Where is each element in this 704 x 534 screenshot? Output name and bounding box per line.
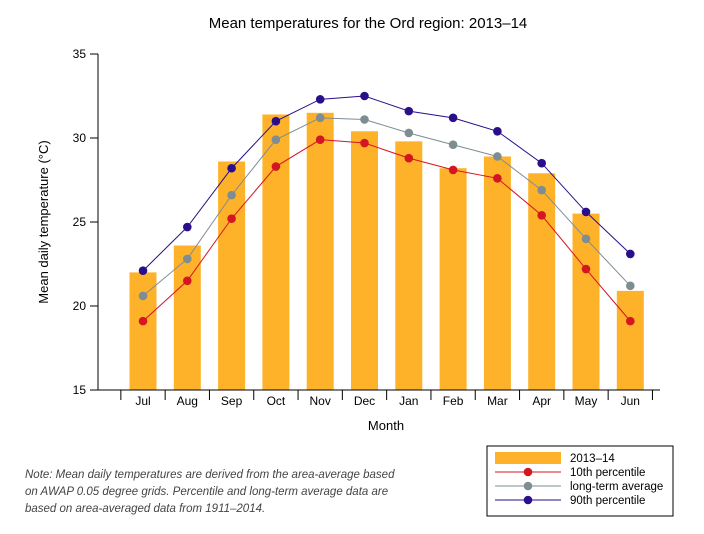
series-line-10th-percentile bbox=[142, 139, 631, 322]
legend-label-10th-percentile: 10th percentile bbox=[570, 467, 645, 479]
bar-jul bbox=[129, 272, 157, 390]
point-90th-percentile-mar bbox=[493, 126, 502, 136]
point-long-term-average-jun bbox=[626, 281, 635, 291]
bar-jan bbox=[395, 141, 423, 390]
point-90th-percentile-may bbox=[581, 207, 591, 217]
point-10th-percentile-may bbox=[581, 264, 591, 274]
point-90th-percentile-sep bbox=[227, 163, 236, 173]
point-10th-percentile-dec bbox=[360, 138, 369, 148]
legend-marker-10th-percentile bbox=[523, 467, 533, 477]
bar-feb bbox=[439, 168, 467, 390]
point-90th-percentile-aug bbox=[183, 222, 192, 232]
legend-label-90th-percentile: 90th percentile bbox=[570, 495, 645, 507]
series-layer bbox=[138, 91, 635, 326]
point-long-term-average-aug bbox=[183, 254, 192, 264]
x-tick-label-may: May bbox=[575, 394, 598, 408]
x-tick-label-nov: Nov bbox=[310, 394, 331, 408]
y-tick-label-20: 20 bbox=[73, 299, 87, 313]
point-long-term-average-dec bbox=[360, 115, 369, 124]
point-10th-percentile-sep bbox=[227, 214, 236, 223]
bar-aug bbox=[173, 245, 201, 390]
point-10th-percentile-nov bbox=[315, 135, 325, 144]
point-long-term-average-jan bbox=[404, 128, 414, 138]
bar-oct bbox=[262, 114, 290, 390]
chart-note: Note: Mean daily temperatures are derive… bbox=[25, 469, 395, 515]
bars-layer bbox=[129, 112, 644, 391]
point-10th-percentile-apr bbox=[537, 210, 546, 220]
x-tick-label-jan: Jan bbox=[399, 394, 418, 408]
y-tick-label-30: 30 bbox=[73, 131, 87, 145]
x-tick-label-feb: Feb bbox=[443, 394, 464, 408]
legend-label-2013-14: 2013–14 bbox=[570, 453, 615, 465]
point-long-term-average-jul bbox=[138, 291, 148, 301]
bar-apr bbox=[528, 173, 556, 390]
point-10th-percentile-jun bbox=[626, 316, 635, 326]
x-tick-label-aug: Aug bbox=[177, 394, 198, 408]
x-tick-label-jul: Jul bbox=[135, 394, 150, 408]
x-tick-label-dec: Dec bbox=[354, 394, 375, 408]
point-10th-percentile-feb bbox=[448, 165, 458, 175]
series-line-90th-percentile bbox=[142, 95, 631, 272]
bar-jun bbox=[616, 290, 644, 390]
x-tick-label-apr: Apr bbox=[532, 394, 551, 408]
point-10th-percentile-jul bbox=[138, 316, 148, 326]
bar-dec bbox=[351, 131, 378, 390]
point-90th-percentile-feb bbox=[448, 113, 458, 123]
point-long-term-average-sep bbox=[227, 190, 236, 200]
bar-sep bbox=[218, 161, 246, 390]
point-90th-percentile-jun bbox=[626, 249, 635, 259]
x-tick-label-mar: Mar bbox=[487, 394, 508, 408]
y-tick-label-35: 35 bbox=[73, 47, 87, 61]
x-tick-label-sep: Sep bbox=[221, 394, 243, 408]
point-90th-percentile-apr bbox=[537, 158, 546, 168]
y-axis-title: Mean daily temperature (°C) bbox=[36, 140, 51, 303]
point-long-term-average-mar bbox=[493, 152, 502, 161]
point-90th-percentile-jul bbox=[138, 266, 148, 276]
y-tick-label-25: 25 bbox=[73, 215, 87, 229]
point-long-term-average-nov bbox=[315, 113, 325, 123]
series-line-long-term-average bbox=[142, 117, 631, 297]
legend-marker-long-term-average bbox=[523, 481, 533, 491]
x-tick-label-oct: Oct bbox=[267, 394, 286, 408]
point-90th-percentile-nov bbox=[315, 95, 325, 104]
y-tick-label-15: 15 bbox=[73, 383, 87, 397]
point-90th-percentile-jan bbox=[404, 106, 414, 116]
point-10th-percentile-oct bbox=[271, 162, 281, 171]
point-10th-percentile-jan bbox=[404, 153, 414, 163]
axes-layer: 15 20 25 30 35 Jul Aug Sep Oct Nov Dec Jan Feb Mar Apr… bbox=[73, 47, 660, 408]
bar-mar bbox=[483, 156, 511, 390]
point-long-term-average-may bbox=[581, 234, 591, 244]
point-90th-percentile-dec bbox=[360, 91, 369, 101]
chart-title: Mean temperatures for the Ord region: 20… bbox=[209, 15, 528, 32]
legend-swatch-2013-14 bbox=[495, 452, 561, 464]
legend: 2013–14 10th percentile long-term average 9… bbox=[486, 445, 674, 517]
point-long-term-average-apr bbox=[537, 185, 546, 195]
legend-items: 2013–14 10th percentile long-term average 9… bbox=[495, 452, 663, 507]
point-90th-percentile-oct bbox=[271, 116, 281, 126]
x-axis-title: Month bbox=[368, 418, 404, 433]
point-10th-percentile-aug bbox=[183, 276, 192, 286]
point-10th-percentile-mar bbox=[493, 174, 502, 183]
legend-marker-90th-percentile bbox=[523, 495, 533, 505]
point-long-term-average-oct bbox=[271, 135, 281, 144]
legend-label-long-term-average: long-term average bbox=[570, 481, 663, 493]
bar-nov bbox=[306, 112, 334, 391]
x-tick-label-jun: Jun bbox=[621, 394, 640, 408]
point-long-term-average-feb bbox=[448, 140, 458, 150]
